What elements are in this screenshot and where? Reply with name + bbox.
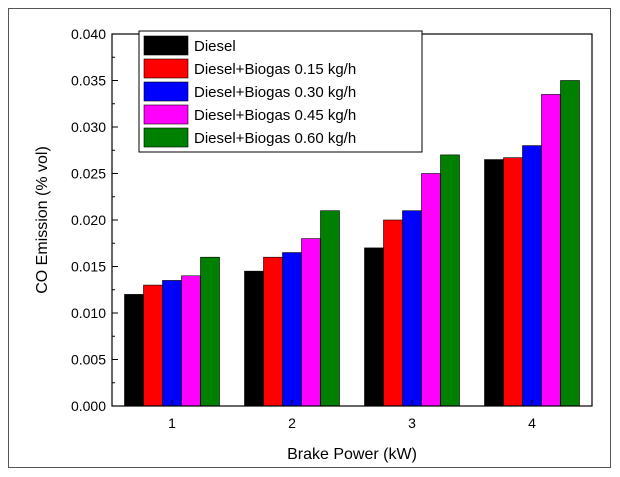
bar-chart: 0.000 0.005 0.010 0.015 0.020 0.025 0.030 0.035… [34, 26, 593, 463]
legend: Diesel Diesel+Biogas 0.15 kg/h Diesel+Biog… [138, 30, 423, 153]
x-axis: 1 2 3 4 [168, 400, 536, 431]
bar-4-cat-4 [541, 94, 561, 407]
x-tick-label: 2 [288, 415, 296, 431]
y-tick-label: 0.025 [71, 166, 106, 182]
bar-2-cat-2 [263, 256, 283, 407]
legend-swatch [143, 35, 189, 56]
legend-label: Diesel+Biogas 0.30 kg/h [194, 84, 356, 101]
bar-3-cat-3 [402, 210, 422, 407]
y-tick-label: 0.015 [71, 259, 106, 275]
bar-1-cat-4 [484, 159, 504, 407]
y-tick-label: 0.040 [71, 26, 106, 42]
legend-swatch [143, 58, 189, 79]
bar-4-cat-1 [181, 275, 201, 407]
bar-1-cat-1 [124, 294, 144, 407]
legend-label: Diesel+Biogas 0.60 kg/h [194, 130, 356, 147]
bar-5-cat-3 [440, 154, 460, 407]
y-axis-title: CO Emission (% vol) [34, 146, 51, 294]
y-tick-label: 0.005 [71, 352, 106, 368]
legend-swatch [143, 81, 189, 102]
y-tick-label: 0.020 [71, 212, 106, 228]
y-tick-label: 0.000 [71, 398, 106, 414]
chart-frame: 0.000 0.005 0.010 0.015 0.020 0.025 0.030 0.035… [8, 8, 611, 468]
legend-swatch [143, 127, 189, 148]
bar-3-cat-4 [522, 145, 542, 407]
legend-label: Diesel+Biogas 0.45 kg/h [194, 107, 356, 124]
bar-5-cat-1 [200, 256, 220, 407]
legend-swatch [143, 104, 189, 125]
y-tick-label: 0.035 [71, 73, 106, 89]
bar-2-cat-3 [383, 219, 403, 407]
bar-4-cat-3 [421, 173, 441, 407]
x-tick-label: 3 [408, 415, 416, 431]
legend-label: Diesel [194, 38, 236, 55]
bar-5-cat-4 [560, 80, 580, 407]
bar-2-cat-4 [503, 157, 523, 407]
bar-3-cat-2 [282, 252, 302, 407]
bar-1-cat-3 [364, 247, 384, 407]
bar-5-cat-2 [320, 210, 340, 407]
bars-group [124, 80, 580, 407]
bar-3-cat-1 [162, 280, 182, 407]
y-tick-label: 0.030 [71, 119, 106, 135]
y-tick-label: 0.010 [71, 305, 106, 321]
bar-4-cat-2 [301, 238, 321, 407]
bar-1-cat-2 [244, 270, 264, 407]
x-axis-title: Brake Power (kW) [287, 446, 417, 463]
legend-label: Diesel+Biogas 0.15 kg/h [194, 61, 356, 78]
x-tick-label: 1 [168, 415, 176, 431]
y-axis: 0.000 0.005 0.010 0.015 0.020 0.025 0.030 0.035… [71, 26, 118, 414]
bar-2-cat-1 [143, 284, 163, 407]
x-tick-label: 4 [528, 415, 536, 431]
